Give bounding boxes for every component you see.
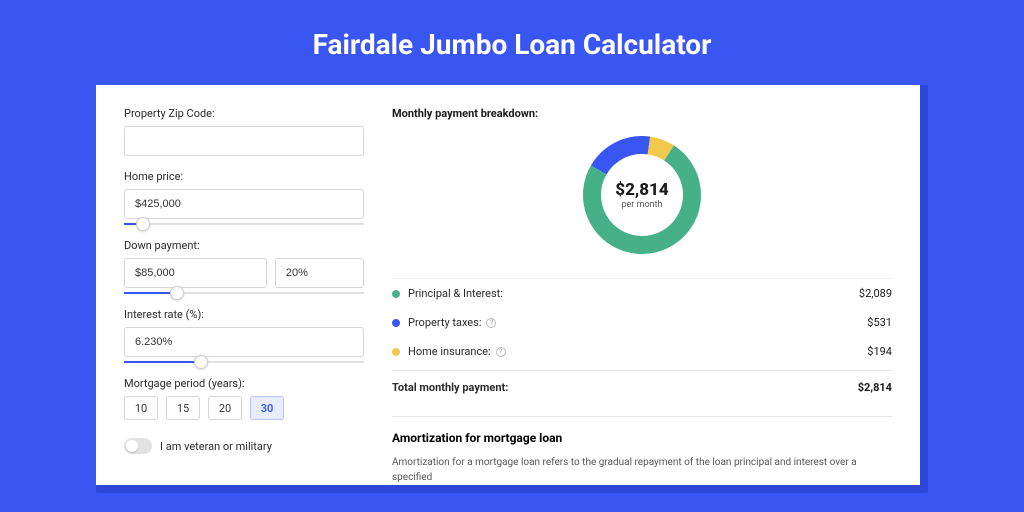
calculator-card: Property Zip Code: Home price: Down paym… xyxy=(96,85,920,485)
period-button-10[interactable]: 10 xyxy=(124,396,158,420)
period-button-20[interactable]: 20 xyxy=(208,396,242,420)
down-payment-field: Down payment: xyxy=(124,239,364,294)
donut-container: $2,814 per month xyxy=(392,130,892,260)
interest-rate-field: Interest rate (%): xyxy=(124,308,364,363)
zip-field: Property Zip Code: xyxy=(124,107,364,156)
slider-thumb[interactable] xyxy=(194,355,208,369)
zip-input[interactable] xyxy=(124,126,364,156)
zip-label: Property Zip Code: xyxy=(124,107,364,120)
veteran-toggle[interactable] xyxy=(124,438,152,454)
page-title: Fairdale Jumbo Loan Calculator xyxy=(0,0,1024,85)
legend-dot xyxy=(392,348,400,356)
donut-amount: $2,814 xyxy=(615,180,668,200)
legend-row: Property taxes:?$531 xyxy=(392,308,892,337)
legend-dot xyxy=(392,290,400,298)
legend-row: Home insurance:?$194 xyxy=(392,337,892,366)
down-payment-label: Down payment: xyxy=(124,239,364,252)
form-column: Property Zip Code: Home price: Down paym… xyxy=(124,107,364,485)
amortization-title: Amortization for mortgage loan xyxy=(392,431,892,445)
legend-label: Principal & Interest: xyxy=(408,287,859,300)
interest-rate-slider[interactable] xyxy=(124,361,364,363)
legend-amount: $531 xyxy=(867,316,892,329)
down-payment-input[interactable] xyxy=(124,258,267,288)
legend-label: Property taxes:? xyxy=(408,316,867,329)
interest-rate-label: Interest rate (%): xyxy=(124,308,364,321)
amortization-body: Amortization for a mortgage loan refers … xyxy=(392,455,892,485)
donut-center: $2,814 per month xyxy=(577,130,707,260)
home-price-field: Home price: xyxy=(124,170,364,225)
total-amount: $2,814 xyxy=(858,381,892,394)
period-button-30[interactable]: 30 xyxy=(250,396,284,420)
mortgage-period-field: Mortgage period (years): 10 15 20 30 xyxy=(124,377,364,420)
total-label: Total monthly payment: xyxy=(392,381,858,394)
slider-thumb[interactable] xyxy=(136,217,150,231)
down-payment-slider[interactable] xyxy=(124,292,364,294)
veteran-label: I am veteran or military xyxy=(160,440,272,453)
breakdown-column: Monthly payment breakdown: $2,814 per mo… xyxy=(392,107,892,485)
home-price-label: Home price: xyxy=(124,170,364,183)
legend-amount: $2,089 xyxy=(859,287,892,300)
home-price-slider[interactable] xyxy=(124,223,364,225)
slider-thumb[interactable] xyxy=(170,286,184,300)
interest-rate-input[interactable] xyxy=(124,327,364,357)
period-button-15[interactable]: 15 xyxy=(166,396,200,420)
down-payment-pct-input[interactable] xyxy=(275,258,364,288)
mortgage-period-options: 10 15 20 30 xyxy=(124,396,364,420)
total-row: Total monthly payment: $2,814 xyxy=(392,370,892,402)
legend-amount: $194 xyxy=(867,345,892,358)
legend-label: Home insurance:? xyxy=(408,345,867,358)
legend-dot xyxy=(392,319,400,327)
breakdown-title: Monthly payment breakdown: xyxy=(392,107,892,120)
info-icon[interactable]: ? xyxy=(486,318,496,328)
card-shadow: Property Zip Code: Home price: Down paym… xyxy=(96,85,928,493)
home-price-input[interactable] xyxy=(124,189,364,219)
legend-row: Principal & Interest:$2,089 xyxy=(392,278,892,308)
breakdown-legend: Principal & Interest:$2,089Property taxe… xyxy=(392,278,892,366)
toggle-knob xyxy=(126,440,138,452)
veteran-toggle-row: I am veteran or military xyxy=(124,438,364,454)
mortgage-period-label: Mortgage period (years): xyxy=(124,377,364,390)
info-icon[interactable]: ? xyxy=(496,347,506,357)
donut-sub: per month xyxy=(621,200,662,210)
amortization-section: Amortization for mortgage loan Amortizat… xyxy=(392,416,892,485)
donut-chart: $2,814 per month xyxy=(577,130,707,260)
